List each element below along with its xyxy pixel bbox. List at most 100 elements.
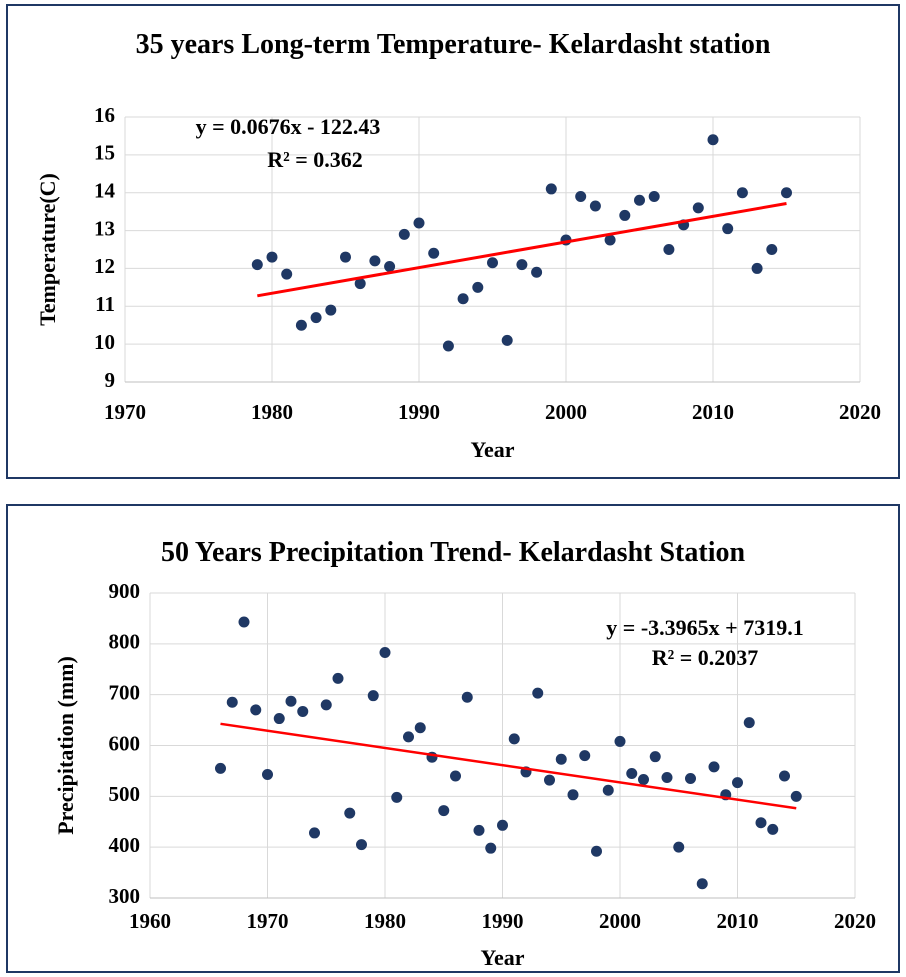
- data-point: [472, 281, 484, 293]
- data-point: [707, 134, 719, 146]
- data-point: [310, 312, 322, 324]
- data-point: [544, 774, 555, 786]
- data-point: [379, 646, 391, 658]
- data-point: [428, 247, 440, 259]
- y-tick-label: 10: [94, 330, 115, 354]
- y-tick-label: 11: [95, 292, 115, 316]
- data-point: [344, 807, 356, 819]
- x-tick-label: 1960: [129, 909, 171, 933]
- x-tick-label: 1990: [482, 909, 524, 933]
- data-point: [266, 251, 278, 263]
- data-point: [736, 187, 748, 199]
- data-point: [215, 762, 226, 774]
- data-point: [332, 672, 344, 684]
- y-tick-label: 16: [94, 103, 115, 127]
- data-point: [673, 841, 685, 853]
- trend-equation: y = -3.3965x + 7319.1: [606, 615, 803, 640]
- data-point: [634, 194, 645, 206]
- data-point: [285, 695, 297, 707]
- y-tick-label: 500: [109, 782, 141, 806]
- data-point: [273, 713, 285, 725]
- y-tick-label: 15: [94, 141, 115, 165]
- data-point: [450, 770, 461, 782]
- data-point: [766, 244, 778, 255]
- data-point: [781, 187, 792, 199]
- data-point: [779, 770, 790, 782]
- data-point: [251, 259, 263, 271]
- data-point: [403, 731, 414, 743]
- data-point: [619, 209, 631, 221]
- data-point: [591, 845, 602, 857]
- data-point: [575, 191, 587, 202]
- trend-r2: R² = 0.362: [267, 147, 363, 172]
- data-point: [238, 616, 250, 628]
- data-point: [732, 777, 743, 789]
- data-point: [320, 699, 332, 711]
- data-point: [649, 751, 661, 763]
- data-point: [281, 268, 293, 280]
- data-point: [325, 304, 337, 316]
- data-point: [696, 878, 708, 890]
- data-point: [501, 334, 513, 346]
- data-point: [226, 696, 238, 708]
- data-point: [413, 217, 425, 229]
- data-point: [487, 257, 498, 269]
- data-point: [384, 261, 396, 273]
- data-point: [497, 819, 508, 831]
- data-point: [356, 839, 367, 851]
- y-tick-label: 12: [94, 254, 115, 278]
- data-point: [722, 223, 734, 235]
- x-tick-label: 1970: [247, 909, 289, 933]
- data-point: [508, 733, 520, 745]
- data-point: [297, 705, 309, 717]
- data-point: [367, 690, 379, 702]
- y-tick-label: 600: [109, 731, 141, 755]
- y-axis-title: Temperature(C): [35, 173, 60, 326]
- data-point: [692, 202, 704, 214]
- y-tick-label: 400: [109, 833, 141, 857]
- trendline: [257, 202, 787, 298]
- data-point: [638, 774, 649, 786]
- data-point: [473, 824, 485, 836]
- y-axis-title: Precipitation (mm): [53, 656, 78, 835]
- data-point: [414, 722, 426, 734]
- data-point: [648, 191, 660, 202]
- data-point: [531, 266, 543, 278]
- x-tick-label: 2010: [692, 400, 734, 424]
- data-point: [555, 753, 567, 765]
- data-point: [354, 278, 366, 290]
- trend-equation: y = 0.0676x - 122.43: [196, 114, 381, 139]
- data-point: [340, 251, 351, 263]
- trend-r2: R² = 0.2037: [652, 645, 759, 670]
- y-tick-label: 800: [109, 630, 141, 654]
- data-point: [457, 293, 469, 305]
- x-tick-label: 1990: [398, 400, 440, 424]
- data-point: [708, 761, 720, 773]
- chart-title: 50 Years Precipitation Trend- Kelardasht…: [160, 537, 746, 568]
- y-tick-label: 13: [94, 216, 115, 240]
- data-point: [545, 183, 557, 195]
- chart-title: 35 years Long-term Temperature- Kelardas…: [135, 29, 771, 60]
- data-point: [442, 340, 454, 352]
- data-point: [250, 704, 262, 716]
- y-tick-label: 300: [109, 884, 141, 908]
- x-tick-label: 1980: [364, 909, 406, 933]
- data-point: [309, 827, 320, 839]
- y-tick-label: 900: [109, 579, 141, 603]
- data-point: [262, 768, 273, 780]
- y-tick-label: 14: [94, 179, 116, 203]
- x-tick-label: 1980: [251, 400, 293, 424]
- data-point: [532, 687, 544, 699]
- data-point: [516, 259, 528, 271]
- data-point: [567, 789, 579, 801]
- x-tick-label: 2010: [717, 909, 759, 933]
- data-point: [626, 767, 638, 779]
- data-point: [663, 244, 675, 255]
- data-point: [369, 255, 381, 267]
- trendline: [220, 722, 797, 810]
- data-point: [755, 817, 767, 829]
- data-point: [391, 791, 403, 803]
- data-point: [295, 319, 307, 331]
